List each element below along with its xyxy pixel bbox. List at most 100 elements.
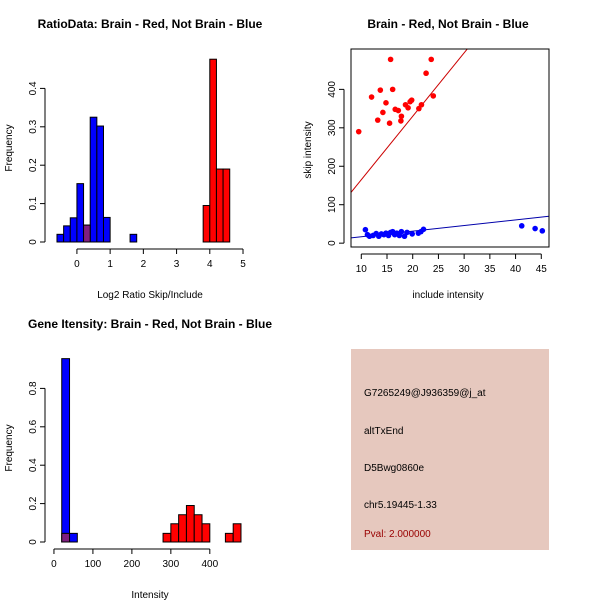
intensity-scatter-title: Brain - Red, Not Brain - Blue bbox=[367, 17, 529, 31]
ratio-x-tick-label: 5 bbox=[240, 259, 246, 270]
scatter-point-not-brain bbox=[404, 229, 410, 236]
ratio-y-tick-label: 0.3 bbox=[28, 119, 39, 133]
intensity-scatter-xlabel: include intensity bbox=[412, 290, 483, 301]
info-event-type: altTxEnd bbox=[364, 426, 403, 437]
gene-y-tick-label: 0.2 bbox=[28, 496, 39, 510]
ratio-bar-not-brain bbox=[76, 183, 85, 243]
scatter-point-brain bbox=[380, 109, 386, 116]
ratio-bar-brain bbox=[215, 168, 224, 243]
ratio-y-tick-label: 0.2 bbox=[28, 158, 39, 172]
gene-bar-brain bbox=[224, 532, 234, 543]
scatter-point-brain bbox=[387, 56, 394, 63]
scatter-x-tick-label: 15 bbox=[381, 264, 393, 275]
scatter-x-tick-label: 40 bbox=[510, 264, 522, 275]
scatter-x-tick-label: 45 bbox=[536, 264, 548, 275]
scatter-point-brain bbox=[374, 117, 381, 123]
gene-x-tick-label: 300 bbox=[163, 559, 180, 570]
ratio-x-tick-label: 4 bbox=[207, 259, 213, 270]
info-gene: D5Bwg0860e bbox=[364, 463, 424, 474]
scatter-point-not-brain bbox=[362, 226, 369, 233]
scatter-x-tick-label: 30 bbox=[459, 264, 471, 275]
gene-intensity-ylabel: Frequency bbox=[4, 424, 15, 471]
ratio-bar-not-brain bbox=[129, 233, 138, 243]
gene-bar-brain bbox=[201, 523, 211, 543]
scatter-point-brain bbox=[386, 120, 393, 127]
scatter-point-brain bbox=[377, 87, 384, 93]
gene-bar-brain bbox=[170, 523, 180, 543]
info-panel: G7265249@J936359@j_at altTxEnd D5Bwg0860… bbox=[351, 349, 549, 550]
info-location: chr5.19445-1.33 bbox=[364, 500, 437, 511]
gene-x-tick-label: 100 bbox=[85, 559, 102, 570]
scatter-point-not-brain bbox=[532, 225, 538, 232]
ratio-y-tick-label: 0.1 bbox=[28, 196, 39, 210]
scatter-point-brain bbox=[428, 56, 435, 63]
scatter-point-brain bbox=[418, 101, 425, 108]
gene-bar-brain bbox=[193, 514, 203, 543]
ratio-bar-brain bbox=[202, 205, 211, 243]
intensity-scatter-ylabel: skip intensity bbox=[303, 121, 314, 178]
scatter-y-tick-label: 300 bbox=[327, 119, 338, 136]
ratio-y-tick-label: 0 bbox=[28, 239, 39, 245]
scatter-point-not-brain bbox=[539, 228, 546, 234]
ratio-x-tick-label: 3 bbox=[174, 259, 180, 270]
scatter-point-brain bbox=[423, 70, 429, 77]
scatter-point-not-brain bbox=[518, 223, 525, 229]
gene-bar-brain bbox=[162, 532, 172, 543]
scatter-point-brain bbox=[395, 107, 402, 114]
scatter-y-tick-label: 100 bbox=[327, 196, 338, 213]
gene-x-tick-label: 0 bbox=[51, 559, 57, 570]
gene-y-tick-label: 0.8 bbox=[28, 381, 39, 395]
ratio-bar-not-brain bbox=[56, 233, 65, 243]
ratio-bar-not-brain bbox=[63, 225, 71, 243]
gene-y-tick-label: 0.4 bbox=[28, 458, 39, 472]
scatter-point-brain bbox=[405, 105, 411, 111]
scatter-y-tick-label: 0 bbox=[327, 240, 338, 246]
gene-intensity-histogram: Gene Itensity: Brain - Red, Not Brain - … bbox=[4, 317, 272, 600]
gene-bar-brain bbox=[178, 514, 187, 543]
scatter-x-tick-label: 10 bbox=[356, 264, 368, 275]
ratio-histogram-ylabel: Frequency bbox=[4, 124, 15, 171]
ratio-x-tick-label: 1 bbox=[107, 259, 113, 270]
ratio-histogram-title: RatioData: Brain - Red, Not Brain - Blue bbox=[38, 17, 263, 31]
gene-intensity-title: Gene Itensity: Brain - Red, Not Brain - … bbox=[28, 317, 272, 331]
ratio-bar-brain bbox=[222, 168, 231, 243]
ratio-bar-not-brain bbox=[102, 216, 111, 243]
scatter-point-brain bbox=[398, 113, 405, 120]
info-panel-background bbox=[351, 349, 549, 550]
ratio-bar-not-brain bbox=[89, 116, 98, 243]
gene-intensity-xlabel: Intensity bbox=[131, 590, 168, 600]
scatter-point-brain bbox=[383, 100, 389, 106]
ratio-bar-overlap bbox=[83, 224, 91, 243]
gene-bar-overlap bbox=[61, 532, 71, 543]
intensity-scatter: Brain - Red, Not Brain - Blue include in… bbox=[303, 17, 550, 301]
ratio-histogram: RatioData: Brain - Red, Not Brain - Blue… bbox=[4, 17, 263, 301]
gene-bar-brain bbox=[232, 523, 242, 543]
scatter-point-brain bbox=[398, 118, 404, 124]
ratio-x-tick-label: 2 bbox=[141, 259, 147, 270]
gene-x-tick-label: 200 bbox=[124, 559, 141, 570]
gene-bar-not-brain bbox=[61, 358, 71, 543]
scatter-y-tick-label: 400 bbox=[327, 81, 338, 98]
scatter-x-tick-label: 25 bbox=[433, 264, 445, 275]
scatter-point-brain bbox=[408, 97, 415, 103]
gene-y-tick-label: 0 bbox=[28, 539, 39, 545]
scatter-fit-lines bbox=[351, 49, 549, 239]
ratio-bar-not-brain bbox=[96, 125, 104, 243]
info-probe-id: G7265249@J936359@j_at bbox=[364, 388, 486, 399]
scatter-fit-line-red bbox=[351, 49, 468, 193]
scatter-point-not-brain bbox=[398, 228, 405, 235]
gene-bar-not-brain bbox=[69, 532, 78, 543]
scatter-point-not-brain bbox=[420, 226, 427, 233]
info-pval: Pval: 2.000000 bbox=[364, 529, 431, 540]
scatter-x-tick-label: 35 bbox=[484, 264, 496, 275]
scatter-point-brain bbox=[355, 128, 362, 135]
ratio-bar-brain bbox=[209, 58, 217, 243]
ratio-bar-not-brain bbox=[69, 217, 78, 243]
gene-y-tick-label: 0.6 bbox=[28, 419, 39, 433]
ratio-histogram-xlabel: Log2 Ratio Skip/Include bbox=[97, 290, 203, 301]
gene-bar-brain bbox=[185, 505, 195, 543]
gene-x-tick-label: 400 bbox=[201, 559, 218, 570]
ratio-x-tick-label: 0 bbox=[74, 259, 80, 270]
scatter-x-tick-label: 20 bbox=[407, 264, 419, 275]
